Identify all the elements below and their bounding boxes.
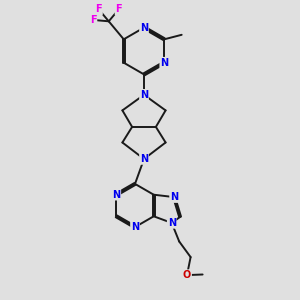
Text: N: N <box>112 190 120 200</box>
Text: O: O <box>183 270 191 280</box>
Text: N: N <box>140 22 148 33</box>
Text: F: F <box>90 15 97 25</box>
Text: N: N <box>160 58 168 68</box>
Text: F: F <box>95 4 102 14</box>
Text: N: N <box>170 192 178 202</box>
Text: N: N <box>131 222 139 232</box>
Text: N: N <box>140 90 148 100</box>
Text: F: F <box>116 4 122 14</box>
Text: N: N <box>168 218 176 228</box>
Text: N: N <box>140 154 148 164</box>
